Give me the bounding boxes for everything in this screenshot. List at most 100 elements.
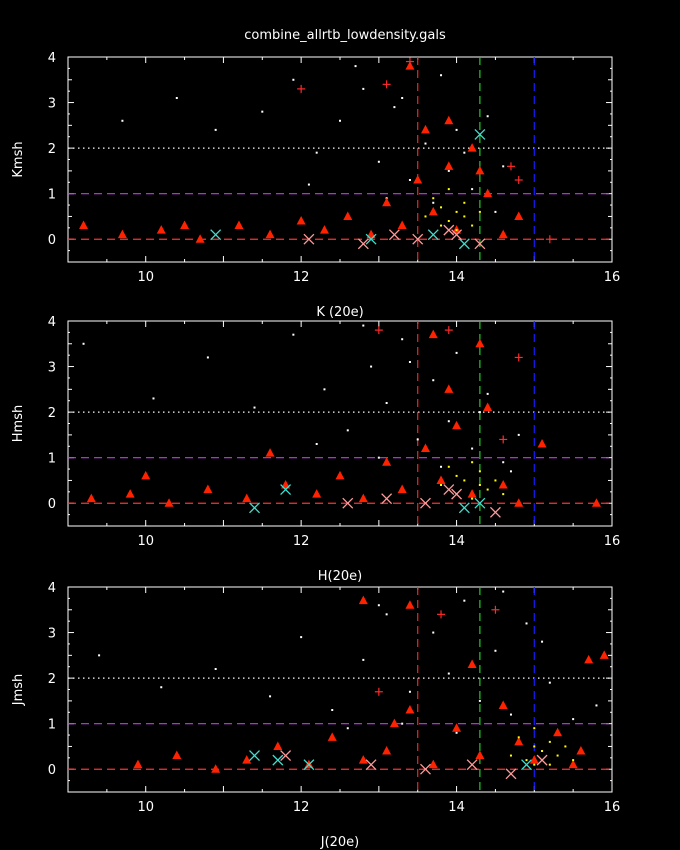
data-point-triangle xyxy=(203,484,213,494)
data-point-cross xyxy=(466,759,478,771)
y-axis-label: Kmsh xyxy=(11,141,26,177)
data-point-dot xyxy=(463,479,466,482)
y-tick-label: 0 xyxy=(48,763,56,778)
data-point-dot xyxy=(447,188,450,191)
data-point-dot xyxy=(486,392,489,395)
data-point-triangle xyxy=(428,759,438,769)
data-point-dot xyxy=(315,443,318,445)
data-point-triangle xyxy=(273,741,283,750)
data-point-triangle xyxy=(584,654,594,664)
data-point-triangle xyxy=(319,225,329,234)
data-point-dot xyxy=(292,78,295,81)
data-point-dot xyxy=(370,365,373,368)
data-point-dot xyxy=(541,750,544,752)
data-point-triangle xyxy=(382,746,392,755)
data-point-dot xyxy=(556,754,559,757)
data-point-triangle xyxy=(467,489,477,498)
data-point-dot xyxy=(455,731,458,734)
data-point-dot xyxy=(494,210,497,213)
data-point-dot xyxy=(121,119,124,122)
y-tick-label: 4 xyxy=(48,315,56,330)
data-point-dot xyxy=(424,142,427,145)
data-point-dot xyxy=(541,640,544,643)
data-point-plus xyxy=(374,687,383,696)
data-point-dot xyxy=(401,97,404,99)
data-point-dot xyxy=(269,695,272,698)
data-point-dot xyxy=(463,215,466,218)
data-point-triangle xyxy=(335,470,345,480)
data-point-dot xyxy=(393,106,396,109)
data-point-triangle xyxy=(568,759,578,769)
data-point-triangle xyxy=(327,732,337,741)
data-point-triangle xyxy=(452,420,462,430)
data-point-triangle xyxy=(420,443,430,453)
data-point-dot xyxy=(494,649,497,652)
data-point-triangle xyxy=(428,329,438,339)
data-point-triangle xyxy=(382,457,392,466)
data-point-triangle xyxy=(242,755,252,764)
data-point-dot xyxy=(502,493,505,496)
data-point-triangle xyxy=(444,115,454,125)
data-point-cross xyxy=(451,488,463,500)
data-point-triangle xyxy=(420,124,430,134)
data-point-triangle xyxy=(86,493,96,503)
data-point-cross xyxy=(451,229,463,241)
data-point-dot xyxy=(595,704,598,707)
data-point-triangle xyxy=(444,161,454,170)
data-point-plus xyxy=(491,605,500,614)
data-point-triangle xyxy=(296,216,306,225)
data-point-triangle xyxy=(397,220,407,230)
data-point-cross xyxy=(210,229,222,241)
data-point-dot xyxy=(455,474,458,477)
data-point-cross xyxy=(249,750,260,762)
data-point-dot xyxy=(447,672,450,675)
data-point-cross xyxy=(443,224,455,236)
data-point-triangle xyxy=(405,600,415,609)
plot-area xyxy=(68,587,612,792)
data-point-dot xyxy=(509,470,512,473)
data-point-triangle xyxy=(467,659,477,668)
x-axis-label: J(20e) xyxy=(320,835,360,850)
data-point-dot xyxy=(307,183,310,186)
data-point-triangle xyxy=(234,220,244,230)
data-point-triangle xyxy=(475,338,485,348)
data-point-dot xyxy=(509,713,512,716)
data-point-dot xyxy=(385,613,388,616)
data-point-dot xyxy=(463,599,466,602)
data-point-dot xyxy=(471,497,474,500)
y-tick-label: 3 xyxy=(48,627,56,642)
y-tick-label: 2 xyxy=(48,406,56,421)
data-point-dot xyxy=(377,456,380,459)
data-point-triangle xyxy=(358,595,368,605)
data-point-triangle xyxy=(498,229,508,239)
data-point-triangle xyxy=(366,229,376,239)
data-point-dot xyxy=(455,229,458,232)
data-point-cross xyxy=(505,768,517,780)
data-point-dot xyxy=(292,333,295,336)
data-point-triangle xyxy=(413,175,423,184)
y-tick-label: 0 xyxy=(48,233,56,248)
data-point-dot xyxy=(300,636,303,639)
data-point-dot xyxy=(152,397,155,400)
data-point-dot xyxy=(175,97,178,99)
data-point-dot xyxy=(253,406,256,409)
data-point-cross xyxy=(474,238,486,250)
data-point-dot xyxy=(525,759,528,762)
x-tick-label: 12 xyxy=(293,534,310,549)
data-point-dot xyxy=(354,65,357,68)
data-point-dot xyxy=(463,201,466,204)
data-point-triangle xyxy=(537,439,547,448)
data-point-dot xyxy=(471,447,474,450)
data-point-dot xyxy=(548,740,551,743)
data-point-cross xyxy=(474,497,486,509)
data-point-dot xyxy=(486,488,489,491)
data-point-triangle xyxy=(172,750,182,760)
data-point-cross xyxy=(272,754,284,766)
data-point-triangle xyxy=(514,498,524,507)
x-tick-label: 12 xyxy=(293,800,310,815)
data-point-dot xyxy=(362,658,365,661)
data-point-triangle xyxy=(125,489,135,498)
